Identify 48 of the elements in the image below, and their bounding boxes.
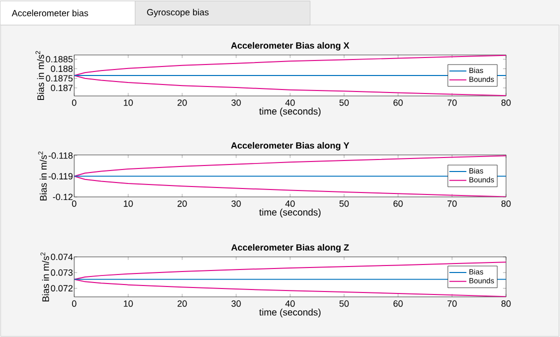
x-tick-label: 30	[231, 200, 241, 207]
x-axis-title: time (seconds)	[259, 208, 321, 218]
x-tick-label: 70	[448, 200, 457, 207]
x-tick-label: 30	[231, 300, 241, 307]
x-tick-label: 0	[72, 200, 76, 207]
text: Accelerometer bias	[12, 10, 88, 16]
chart-title: Accelerometer Bias along Y	[231, 142, 350, 151]
y-axis-title: Bias in m/s$^{2}$	[40, 252, 50, 302]
y-axis-title: Bias in m/s$^{2}$	[36, 51, 44, 100]
x-tick-label: 60	[394, 100, 403, 106]
x-axis-title: time (seconds)	[259, 308, 321, 318]
x-tick-label: 80	[501, 100, 511, 106]
x-tick-label: 0	[72, 300, 76, 307]
x-axis-title: time (seconds)	[259, 108, 321, 117]
x-tick-label: 10	[124, 100, 133, 106]
chart-title: Accelerometer Bias along Z	[231, 244, 349, 252]
x-tick-label: 20	[178, 300, 187, 307]
x-tick-label: 70	[448, 100, 457, 106]
y-tick-label: 0.072	[50, 285, 73, 292]
y-tick-label: 0.1885	[46, 56, 73, 62]
x-tick-label: 10	[124, 300, 133, 307]
x-tick-label: 40	[285, 100, 295, 106]
x-tick-label: 40	[285, 200, 295, 207]
x-tick-label: 20	[178, 100, 187, 106]
x-tick-label: 50	[339, 200, 349, 207]
x-tick-label: 50	[339, 300, 349, 307]
x-tick-label: 30	[231, 100, 241, 106]
y-tick-label: -0.12	[52, 194, 73, 200]
y-tick-label: 0.1875	[46, 75, 73, 82]
x-tick-label: 20	[178, 200, 187, 207]
x-tick-label: 0	[72, 100, 76, 106]
y-tick-label: 0.073	[50, 269, 73, 276]
x-tick-label: 40	[285, 300, 295, 307]
x-tick-label: 50	[339, 100, 349, 106]
x-tick-label: 60	[394, 200, 403, 207]
y-axis-title: Bias in m/s$^{2}$	[38, 152, 47, 200]
y-tick-label: -0.119	[48, 173, 73, 180]
x-tick-label: 70	[448, 300, 457, 307]
x-tick-label: 80	[501, 300, 511, 307]
y-tick-label: 0.188	[50, 66, 73, 72]
y-tick-label: 0.187	[50, 84, 73, 92]
y-tick-label: -0.118	[48, 152, 73, 159]
x-tick-label: 60	[394, 300, 403, 307]
text: Gyroscope bias	[147, 8, 209, 18]
y-tick-label: 0.074	[50, 254, 73, 260]
x-tick-label: 10	[124, 200, 133, 207]
chart-title: Accelerometer Bias along X	[231, 42, 350, 51]
x-tick-label: 80	[501, 200, 511, 207]
